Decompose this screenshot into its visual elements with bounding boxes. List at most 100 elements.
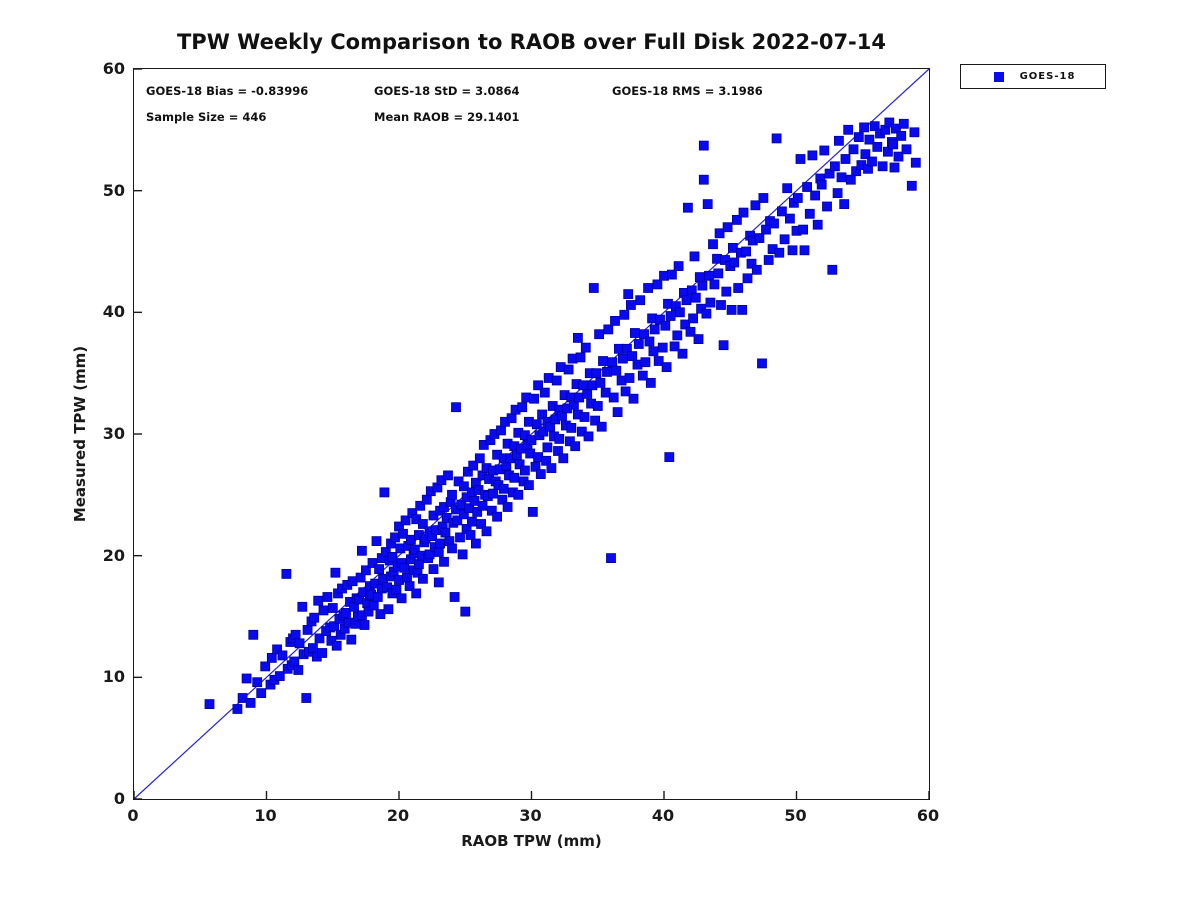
data-point bbox=[331, 640, 342, 651]
data-point bbox=[643, 283, 654, 293]
data-point bbox=[570, 441, 581, 452]
data-point bbox=[750, 200, 761, 211]
data-point bbox=[506, 413, 517, 424]
data-point bbox=[677, 348, 688, 359]
data-point bbox=[741, 246, 751, 257]
data-point bbox=[702, 199, 713, 210]
data-point bbox=[488, 488, 499, 499]
data-point bbox=[443, 470, 453, 481]
legend-series-label: GOES-18 bbox=[1019, 71, 1076, 82]
data-point bbox=[245, 698, 256, 708]
data-point bbox=[619, 309, 630, 320]
stat-mean-raob: Mean RAOB = 29.1401 bbox=[374, 110, 520, 124]
data-point bbox=[322, 592, 333, 602]
x-tick-label: 50 bbox=[784, 806, 807, 825]
data-point bbox=[685, 326, 696, 337]
data-point bbox=[746, 258, 757, 269]
data-point bbox=[313, 595, 324, 606]
data-point bbox=[396, 593, 407, 604]
data-point bbox=[694, 272, 705, 283]
data-point bbox=[359, 620, 370, 630]
data-point bbox=[824, 168, 835, 179]
data-point bbox=[834, 135, 844, 146]
data-point bbox=[256, 688, 267, 698]
data-point bbox=[884, 117, 895, 128]
data-point bbox=[689, 251, 700, 262]
data-point bbox=[477, 500, 488, 511]
data-point bbox=[714, 228, 725, 239]
x-tick-label: 30 bbox=[519, 806, 542, 825]
data-point bbox=[836, 172, 847, 183]
data-point bbox=[563, 364, 574, 375]
data-point bbox=[458, 481, 469, 492]
data-point bbox=[341, 608, 351, 618]
data-point bbox=[372, 592, 383, 602]
data-point bbox=[612, 407, 623, 418]
y-tick-label: 50 bbox=[102, 180, 125, 200]
data-point bbox=[721, 286, 732, 297]
data-point bbox=[718, 340, 729, 351]
data-point bbox=[840, 154, 851, 164]
x-axis-label: RAOB TPW (mm) bbox=[461, 832, 602, 850]
data-point bbox=[758, 193, 769, 203]
data-point bbox=[867, 156, 877, 167]
data-point bbox=[457, 549, 468, 560]
data-point bbox=[470, 538, 481, 549]
data-point bbox=[661, 362, 672, 373]
data-point bbox=[640, 357, 651, 368]
data-point bbox=[785, 213, 795, 224]
data-point bbox=[898, 118, 909, 129]
data-point bbox=[435, 538, 446, 549]
data-point bbox=[523, 480, 534, 491]
data-point bbox=[440, 527, 451, 538]
data-point bbox=[447, 489, 457, 500]
data-point bbox=[598, 356, 608, 366]
legend-marker-square-icon bbox=[994, 71, 1004, 82]
data-point bbox=[551, 375, 562, 386]
data-point bbox=[433, 577, 444, 588]
data-point bbox=[281, 568, 292, 579]
data-point bbox=[774, 247, 785, 258]
data-point bbox=[795, 154, 806, 164]
data-point bbox=[537, 409, 548, 420]
data-point bbox=[839, 199, 850, 210]
data-point bbox=[513, 489, 524, 500]
data-point bbox=[708, 239, 718, 250]
data-point bbox=[637, 370, 648, 381]
data-point bbox=[610, 315, 620, 326]
data-point bbox=[413, 559, 424, 570]
stat-rms: GOES-18 RMS = 3.1986 bbox=[612, 84, 763, 98]
data-point bbox=[602, 366, 612, 377]
data-point bbox=[575, 352, 586, 363]
data-point bbox=[476, 519, 487, 529]
data-point bbox=[901, 144, 912, 155]
data-point bbox=[497, 494, 508, 505]
data-point bbox=[822, 201, 832, 212]
data-point bbox=[733, 283, 744, 293]
data-point bbox=[514, 459, 525, 470]
data-point bbox=[404, 581, 415, 591]
data-point bbox=[827, 264, 838, 275]
data-point bbox=[260, 661, 271, 672]
data-point bbox=[486, 505, 497, 516]
data-point bbox=[433, 547, 444, 557]
data-point bbox=[458, 509, 469, 520]
data-point bbox=[664, 452, 675, 463]
data-point bbox=[535, 469, 546, 480]
data-point bbox=[447, 543, 457, 554]
data-point bbox=[329, 621, 340, 632]
data-point bbox=[729, 257, 740, 268]
data-point bbox=[465, 530, 476, 540]
data-point bbox=[859, 122, 869, 133]
data-point bbox=[635, 295, 646, 306]
data-point bbox=[204, 699, 215, 709]
data-point bbox=[832, 188, 843, 198]
data-point bbox=[519, 465, 530, 476]
data-point bbox=[787, 245, 798, 256]
data-point bbox=[542, 442, 553, 453]
data-point bbox=[346, 634, 357, 645]
stat-bias: GOES-18 Bias = -0.83996 bbox=[146, 84, 309, 98]
data-point bbox=[620, 386, 631, 397]
data-point bbox=[415, 500, 426, 511]
